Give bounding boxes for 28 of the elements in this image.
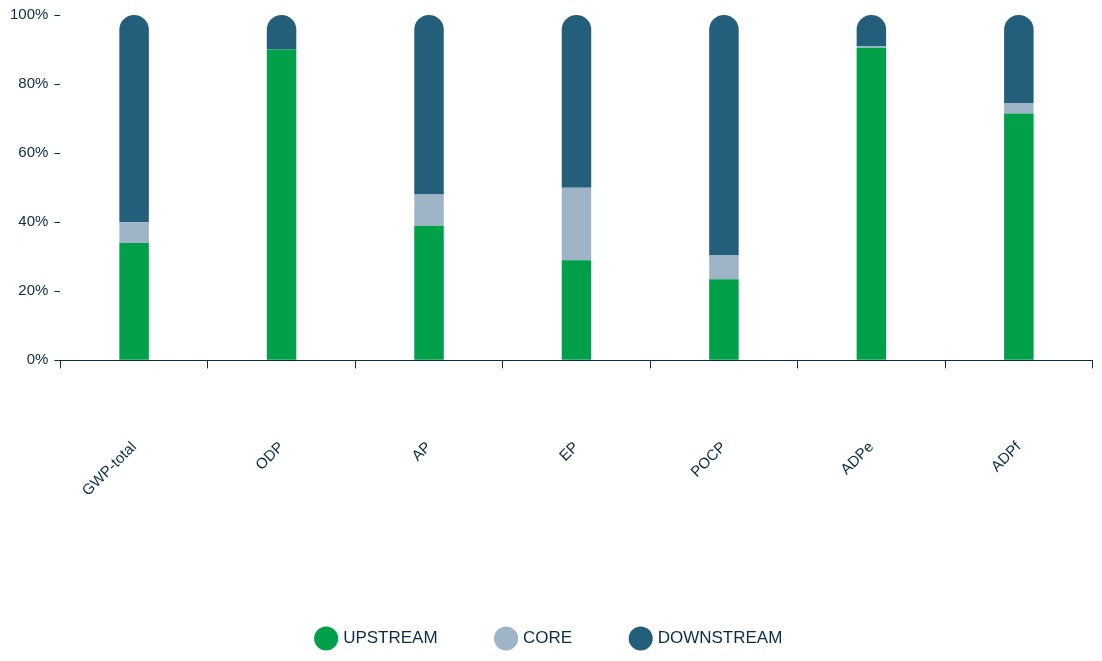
bar [561,260,592,360]
legend-label: CORE [523,628,573,648]
y-tick-label: 40% [18,212,49,230]
y-tick-label: 0% [26,350,49,368]
bar [1004,103,1034,114]
y-tick-label: 100% [9,5,49,23]
y-tick-label: 20% [18,281,49,299]
bar [414,15,444,195]
bar [709,255,739,280]
bar [1004,15,1034,104]
bar [414,194,444,226]
legend-label: UPSTREAM [343,628,438,648]
bar [119,222,149,243]
bar [709,15,739,256]
x-tick-label: AP [407,437,435,464]
bar [561,15,592,188]
x-tick-label: EP [555,437,582,464]
bar [709,279,739,360]
bar [119,242,149,360]
bar [119,15,149,223]
bar [856,47,887,360]
legend-label: DOWNSTREAM [657,628,783,648]
bar [561,187,592,261]
bar [414,225,444,360]
y-tick-label: 80% [18,74,49,92]
bar [1004,113,1034,360]
bar [266,49,297,360]
y-tick-label: 60% [18,143,49,161]
